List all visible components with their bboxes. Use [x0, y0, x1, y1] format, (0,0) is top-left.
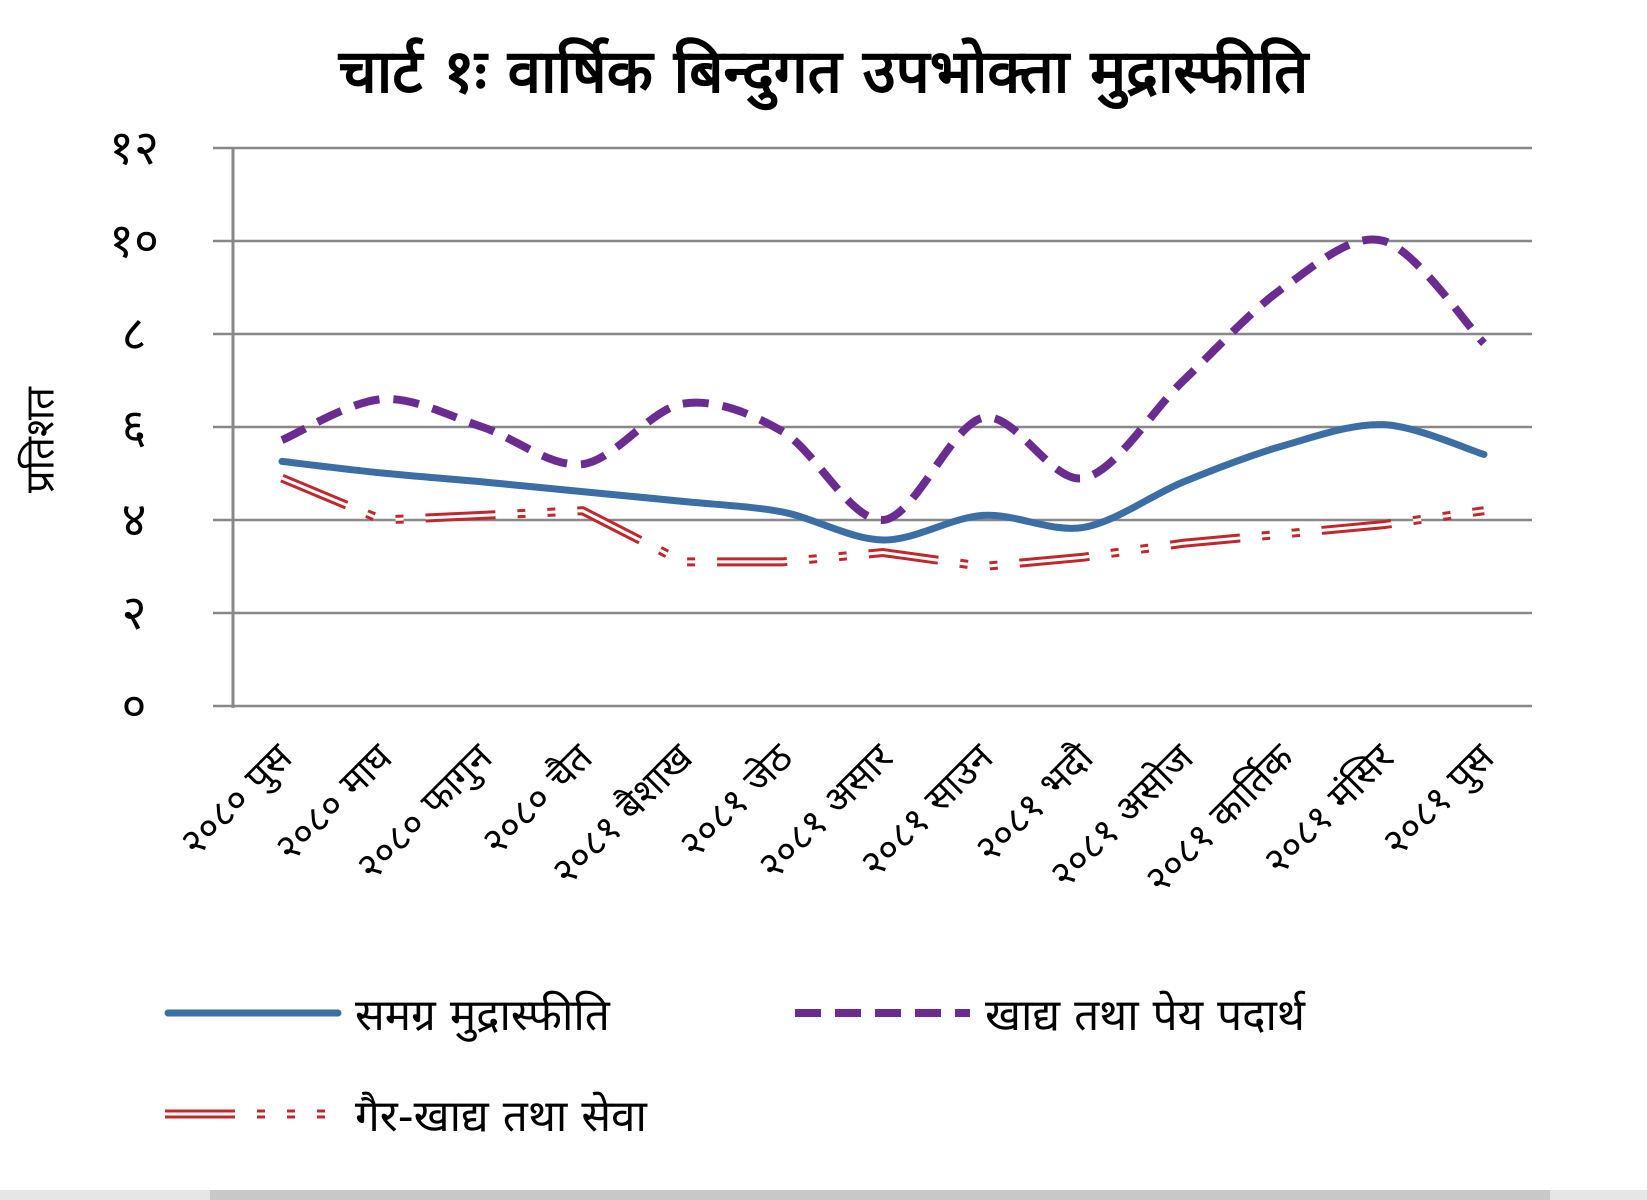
y-tick-label: ४: [122, 492, 147, 548]
y-tick-labels: ० २ ४ ६ ८ १० १२: [109, 120, 159, 734]
series-1-legend-label: समग्र मुद्रास्फीति: [355, 990, 611, 1042]
series-2-legend-label: खाद्य तथा पेय पदार्थ: [985, 990, 1306, 1041]
y-tick-label: ०: [122, 678, 147, 734]
gridlines: [213, 146, 1532, 708]
series-2-line: [280, 235, 1487, 524]
y-tick-label: १२: [109, 120, 159, 176]
series-lines: [278, 235, 1488, 572]
legend: समग्र मुद्रास्फीति खाद्य तथा पेय पदार्थ गै…: [164, 990, 1306, 1142]
series-3-line-inner: [281, 476, 1485, 569]
y-tick-label: २: [122, 585, 147, 641]
y-tick-label: ८: [122, 306, 147, 362]
horizontal-scrollbar-thumb[interactable]: [210, 1190, 1550, 1200]
chart-title: चार्ट १ः वार्षिक बिन्दुगत उपभोक्ता मुद्र…: [338, 37, 1309, 107]
series-3-legend-label: गैर-खाद्य तथा सेवा: [355, 1091, 649, 1142]
y-tick-label: १०: [109, 213, 159, 269]
y-tick-label: ६: [122, 399, 147, 455]
series-1-line: [278, 421, 1488, 544]
x-tick-label: २०८१ पुस: [1373, 734, 1504, 865]
